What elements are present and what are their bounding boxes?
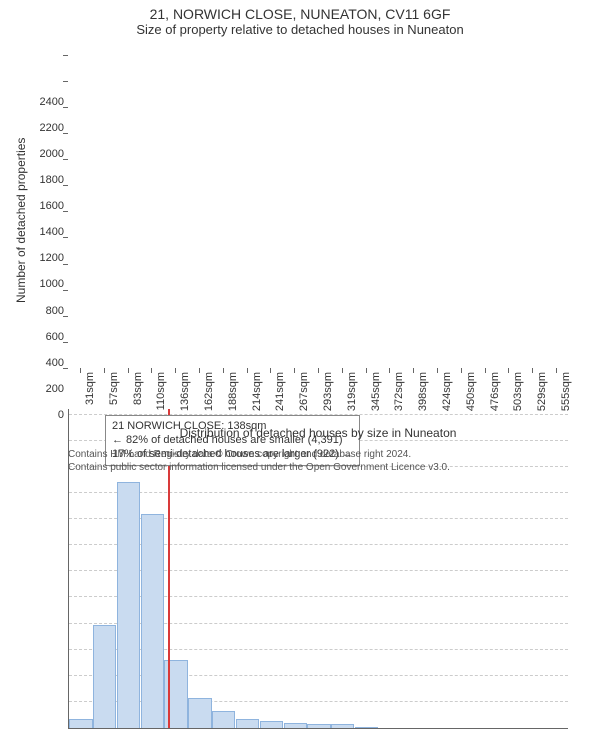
- y-axis-ticks: 0200400600800100012001400160018002000220…: [0, 89, 68, 409]
- histogram-bar: [307, 724, 330, 728]
- x-tick-label: 372sqm: [393, 372, 405, 411]
- x-tick-label: 57sqm: [108, 372, 120, 405]
- y-tick-label: 1800: [40, 174, 64, 186]
- histogram-bar: [188, 698, 211, 728]
- histogram-bar: [236, 719, 259, 728]
- x-tick-label: 83sqm: [132, 372, 144, 405]
- histogram-bar: [331, 724, 354, 728]
- y-tick-label: 800: [46, 305, 64, 317]
- y-tick-label: 2200: [40, 122, 64, 134]
- histogram-bar: [69, 719, 92, 728]
- x-tick-label: 31sqm: [84, 372, 96, 405]
- y-tick-label: 1600: [40, 200, 64, 212]
- x-tick-label: 450sqm: [465, 372, 477, 411]
- x-tick-label: 555sqm: [560, 372, 572, 411]
- x-tick-label: 214sqm: [251, 372, 263, 411]
- x-tick-label: 162sqm: [203, 372, 215, 411]
- x-tick-label: 345sqm: [370, 372, 382, 411]
- histogram-bar: [284, 723, 307, 728]
- x-axis-ticks: 31sqm 57sqm 83sqm 110sqm 136sqm 162sqm 188sqm 2…: [68, 368, 568, 423]
- x-tick-label: 188sqm: [227, 372, 239, 411]
- histogram-bar: [212, 711, 235, 728]
- y-tick-label: 1200: [40, 252, 64, 264]
- histogram-bar: [93, 625, 116, 728]
- x-tick-label: 241sqm: [274, 372, 286, 411]
- chart-container: 21, NORWICH CLOSE, NUNEATON, CV11 6GF Si…: [0, 0, 600, 500]
- x-axis-label: Distribution of detached houses by size …: [68, 426, 568, 440]
- x-tick-label: 110sqm: [155, 372, 167, 410]
- histogram-bar: [117, 482, 140, 728]
- histogram-bar: [141, 514, 164, 728]
- x-tick-label: 529sqm: [536, 372, 548, 411]
- x-tick-label: 136sqm: [179, 372, 191, 411]
- x-tick-label: 293sqm: [322, 372, 334, 411]
- y-tick-label: 2400: [40, 96, 64, 108]
- y-tick-label: 0: [58, 409, 64, 421]
- x-tick-label: 319sqm: [346, 372, 358, 411]
- y-tick-label: 1400: [40, 226, 64, 238]
- footer-line-1: Contains HM Land Registry data © Crown c…: [68, 448, 450, 461]
- y-tick-label: 1000: [40, 278, 64, 290]
- x-tick-label: 398sqm: [417, 372, 429, 411]
- x-tick-label: 503sqm: [512, 372, 524, 411]
- x-tick-label: 267sqm: [298, 372, 310, 411]
- page-title: 21, NORWICH CLOSE, NUNEATON, CV11 6GF: [0, 0, 600, 22]
- grid-line: [69, 492, 568, 493]
- y-tick-label: 2000: [40, 148, 64, 160]
- y-tick-label: 400: [46, 357, 64, 369]
- x-tick-label: 424sqm: [441, 372, 453, 411]
- y-tick-label: 600: [46, 331, 64, 343]
- x-tick-label: 476sqm: [489, 372, 501, 411]
- histogram-bar: [260, 721, 283, 728]
- y-tick-label: 200: [46, 383, 64, 395]
- footer-attribution: Contains HM Land Registry data © Crown c…: [68, 448, 450, 474]
- chart-subtitle: Size of property relative to detached ho…: [0, 22, 600, 41]
- histogram-bar: [355, 727, 378, 728]
- footer-line-2: Contains public sector information licen…: [68, 461, 450, 474]
